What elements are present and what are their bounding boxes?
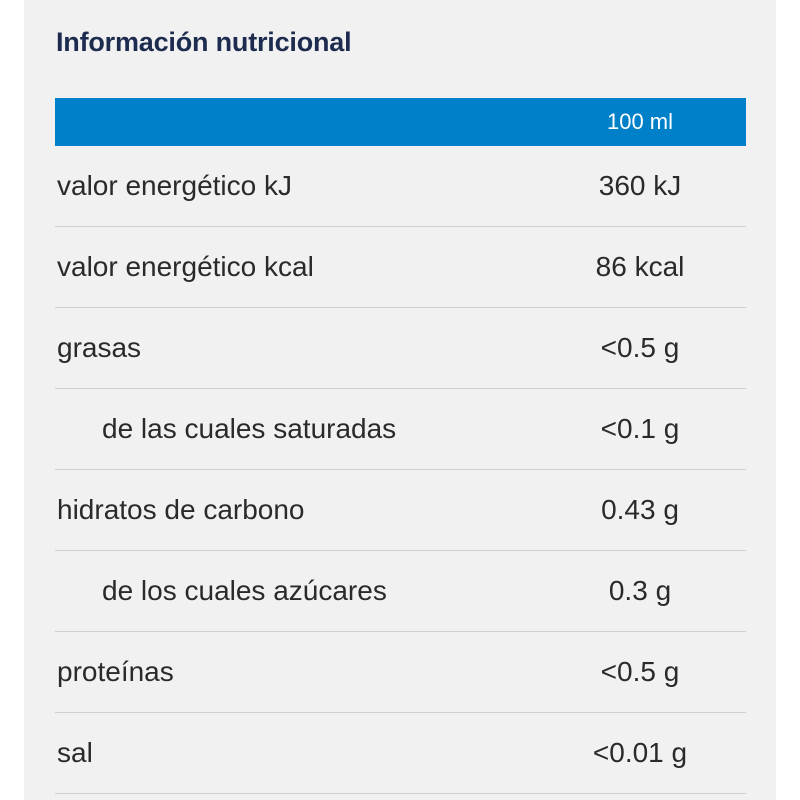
nutrient-name: de las cuales saturadas	[102, 413, 397, 444]
nutrient-value: <0.1 g	[600, 413, 680, 444]
nutrition-table: 100 ml valor energético kJ 360 kJ valor …	[55, 98, 746, 794]
nutrient-name: de los cuales azúcares	[102, 575, 387, 606]
table-row: valor energético kcal 86 kcal	[55, 227, 746, 308]
nutrient-value: 0.3 g	[608, 575, 672, 606]
nutrient-name: sal	[57, 737, 93, 768]
table-row: hidratos de carbono 0.43 g	[55, 470, 746, 551]
table-row: grasas <0.5 g	[55, 308, 746, 389]
nutrient-name: proteínas	[57, 656, 174, 687]
table-row: proteínas <0.5 g	[55, 632, 746, 713]
page-title: Información nutricional	[56, 27, 352, 57]
table-row: valor energético kJ 360 kJ	[55, 146, 746, 227]
table-row: de las cuales saturadas <0.1 g	[55, 389, 746, 470]
nutrient-value: 360 kJ	[598, 170, 682, 201]
table-row: de los cuales azúcares 0.3 g	[55, 551, 746, 632]
nutrient-name: grasas	[57, 332, 142, 363]
nutrient-value: <0.5 g	[600, 656, 680, 687]
nutrition-panel: Información nutricional 100 ml valor ene…	[24, 0, 776, 800]
nutrient-value: <0.5 g	[600, 332, 680, 363]
nutrient-name: valor energético kJ	[57, 170, 293, 201]
nutrient-value: <0.01 g	[592, 737, 688, 768]
nutrient-value: 0.43 g	[601, 494, 679, 525]
nutrient-value: 86 kcal	[595, 251, 685, 282]
nutrient-name: hidratos de carbono	[57, 494, 305, 525]
table-header: 100 ml	[55, 98, 746, 146]
table-row: sal <0.01 g	[55, 713, 746, 794]
column-header-100ml: 100 ml	[606, 109, 674, 134]
nutrient-name: valor energético kcal	[57, 251, 314, 282]
